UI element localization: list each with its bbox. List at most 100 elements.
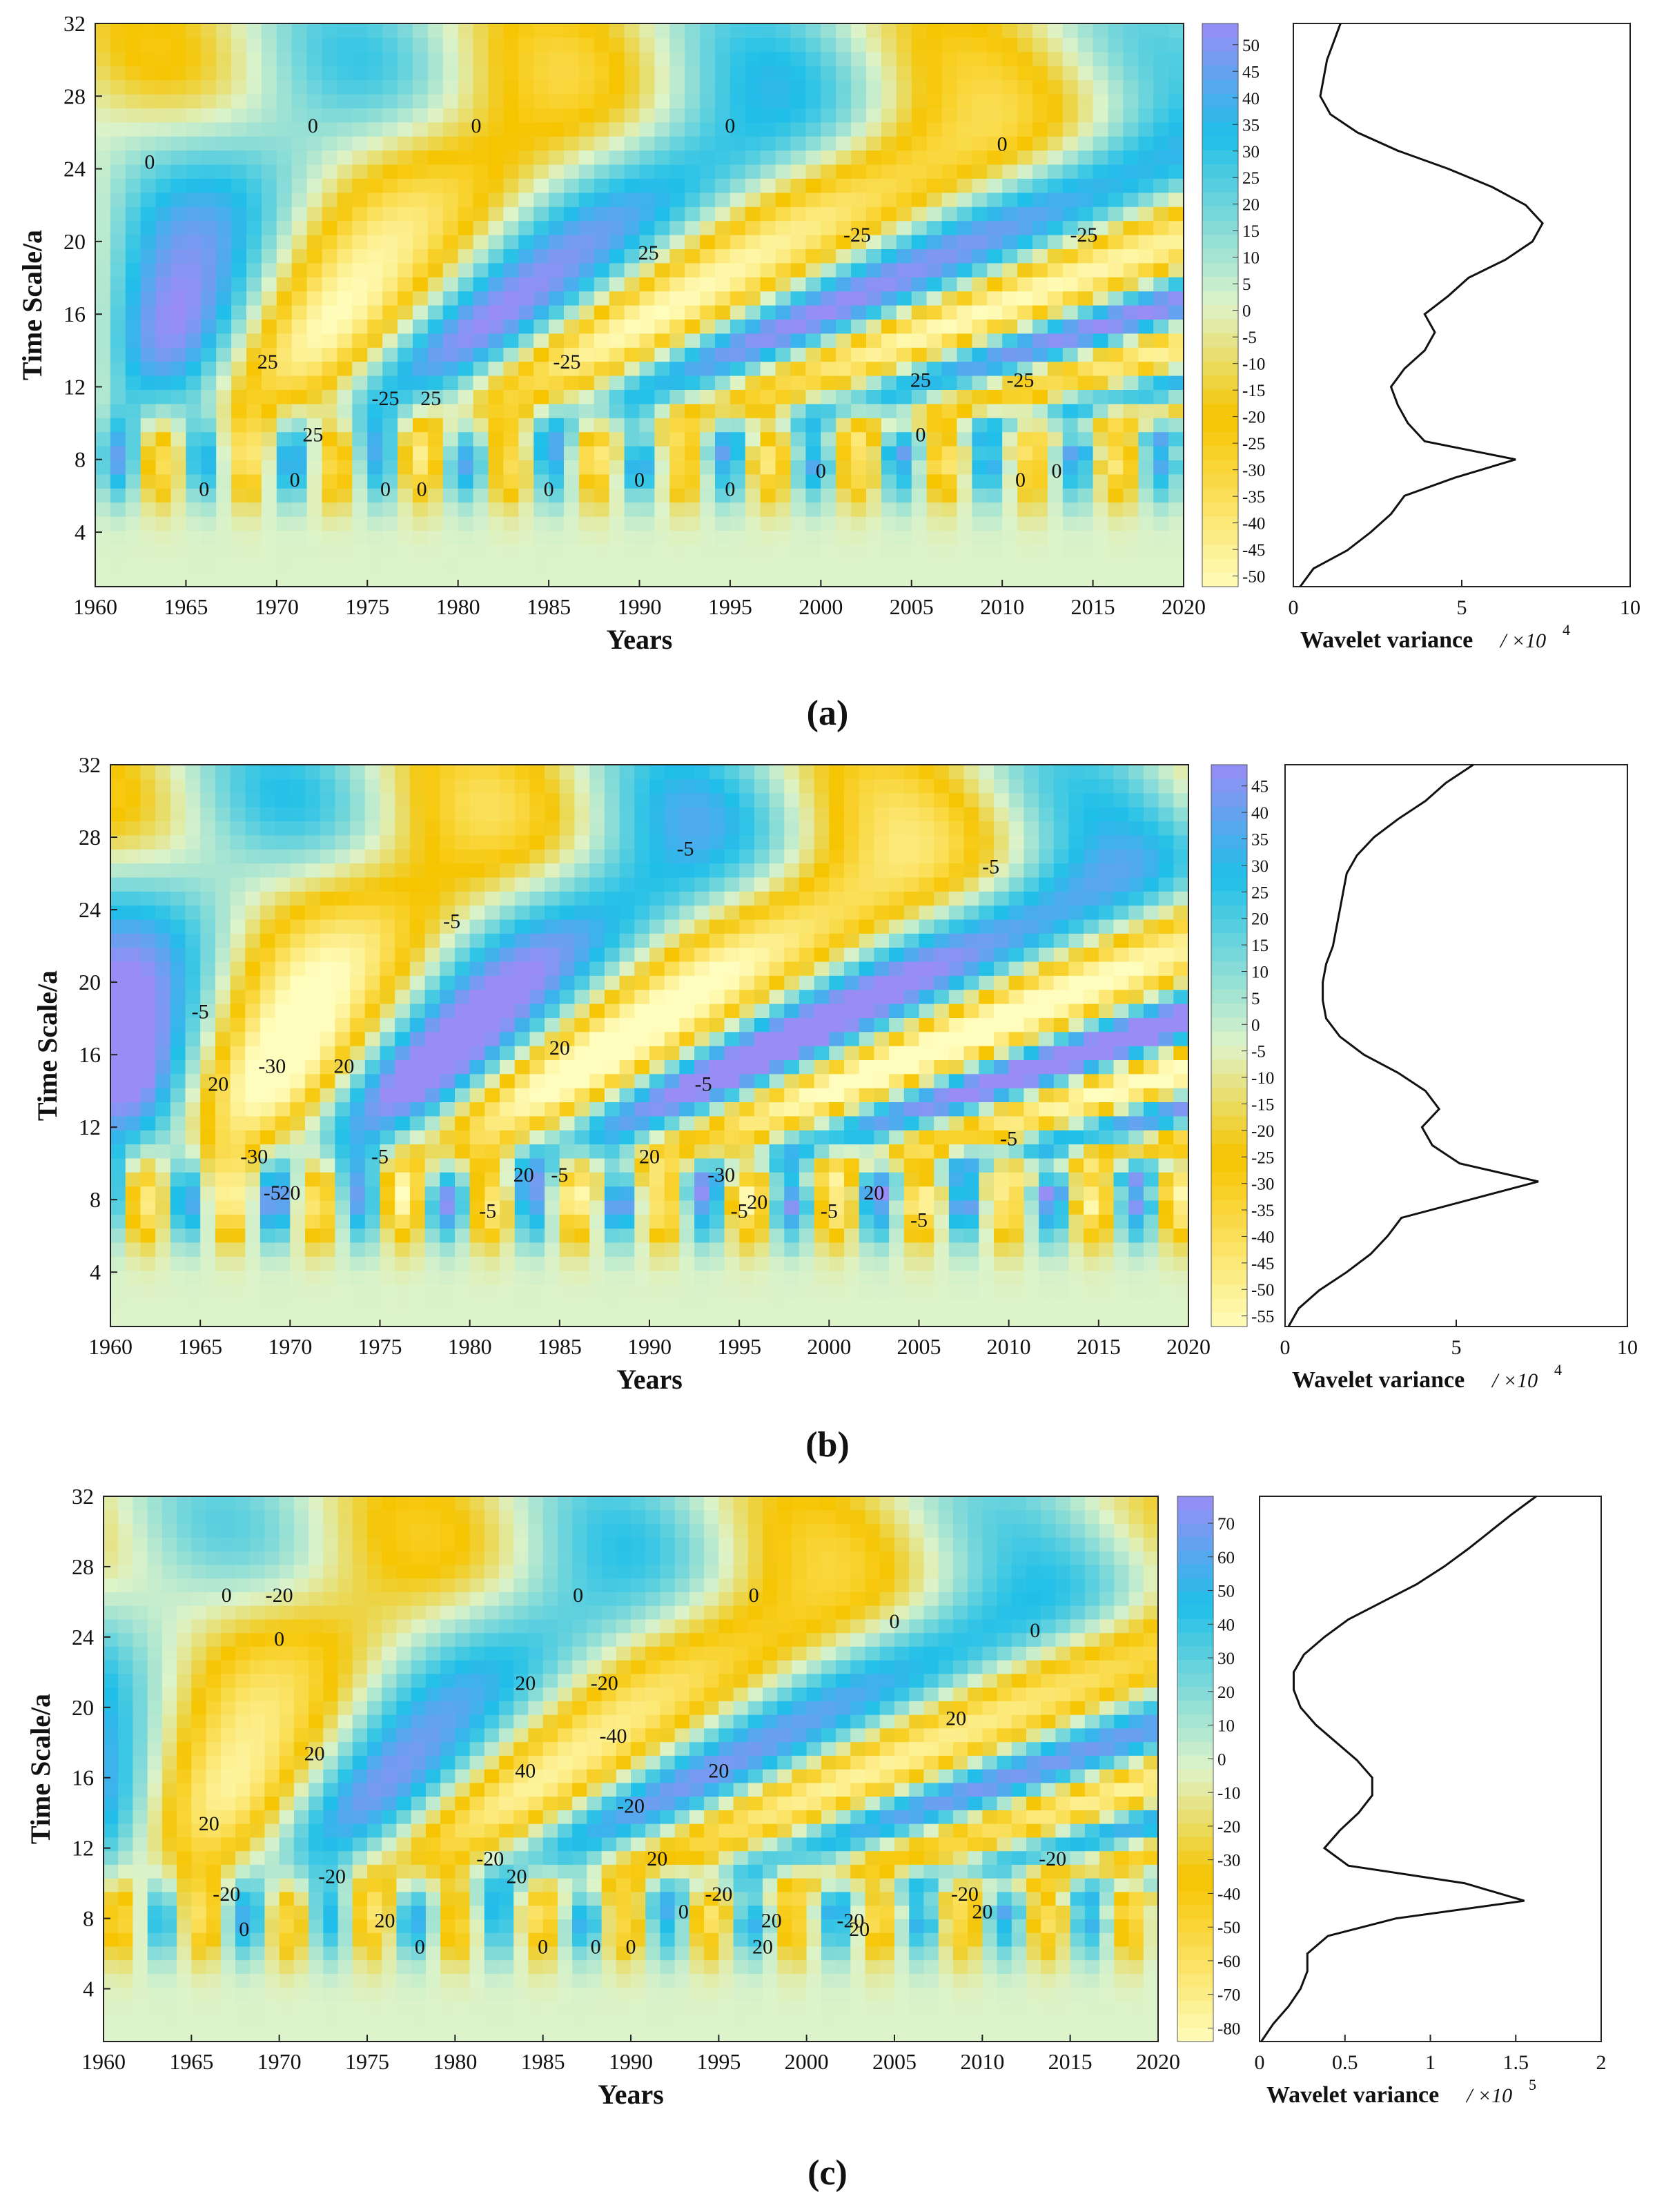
heatmap-cell (790, 502, 806, 517)
heatmap-cell (941, 291, 958, 306)
heatmap-cell (398, 572, 413, 587)
heatmap-cell (578, 418, 595, 433)
heatmap-cell (578, 473, 595, 489)
heatmap-cell (679, 863, 695, 878)
heatmap-cell (230, 1017, 246, 1032)
heatmap-cell (409, 1270, 426, 1285)
heatmap-cell (594, 347, 610, 362)
heatmap-cell (352, 37, 368, 52)
heatmap-cell (1077, 51, 1094, 66)
heatmap-cell (259, 1200, 276, 1215)
heatmap-cell (409, 947, 426, 962)
heatmap-cell (545, 989, 560, 1004)
heatmap-cell (186, 291, 202, 306)
heatmap-cell (685, 403, 701, 418)
heatmap-cell (589, 1017, 605, 1032)
heatmap-cell (679, 1031, 695, 1046)
heatmap-cell (987, 23, 1003, 38)
heatmap-cell (322, 51, 337, 66)
heatmap-cell (322, 108, 337, 123)
heatmap-cell (413, 121, 429, 137)
heatmap-cell (337, 37, 353, 52)
heatmap-cell (987, 333, 1003, 348)
heatmap-cell (760, 192, 776, 207)
heatmap-cell (364, 1256, 381, 1271)
heatmap-cell (669, 418, 685, 433)
heatmap-cell (790, 389, 806, 404)
heatmap-cell (533, 51, 549, 66)
heatmap-cell (424, 1200, 440, 1215)
heatmap-cell (745, 220, 761, 235)
heatmap-cell (155, 291, 172, 306)
heatmap-cell (231, 248, 247, 264)
heatmap-cell (427, 94, 444, 108)
heatmap-cell (634, 1214, 650, 1229)
heatmap-cell (261, 150, 277, 165)
heatmap-cell (395, 1130, 411, 1145)
heatmap-cell (669, 460, 685, 475)
heatmap-cell (352, 333, 368, 348)
heatmap-cell (395, 779, 411, 794)
heatmap-cell (140, 1088, 156, 1102)
heatmap-cell (669, 51, 685, 66)
heatmap-cell (685, 164, 701, 179)
heatmap-cell (799, 792, 815, 808)
heatmap-cell (350, 1284, 366, 1299)
heatmap-cell (424, 961, 440, 976)
heatmap-cell (382, 488, 398, 503)
heatmap-cell (110, 418, 126, 433)
heatmap-cell (911, 403, 928, 418)
heatmap-cell (679, 1130, 695, 1145)
heatmap-cell (170, 164, 186, 179)
heatmap-cell (261, 473, 277, 489)
heatmap-cell (957, 94, 972, 108)
heatmap-cell (679, 1270, 695, 1285)
heatmap-cell (594, 446, 610, 460)
heatmap-cell (469, 989, 485, 1004)
heatmap-cell (1138, 431, 1154, 447)
heatmap-cell (291, 333, 308, 348)
heatmap-cell (941, 516, 958, 531)
heatmap-cell (320, 877, 335, 892)
heatmap-cell (805, 108, 821, 123)
heatmap-cell (851, 460, 867, 475)
heatmap-cell (230, 1073, 246, 1088)
heatmap-cell (911, 305, 928, 320)
heatmap-cell (549, 544, 565, 559)
heatmap-cell (700, 178, 716, 193)
heatmap-cell (739, 1088, 755, 1102)
heatmap-cell (231, 262, 247, 277)
heatmap-cell (564, 51, 580, 66)
heatmap-cell (95, 403, 111, 418)
heatmap-cell (125, 1200, 141, 1215)
heatmap-cell (851, 488, 867, 503)
heatmap-cell (739, 919, 755, 934)
heatmap-cell (805, 488, 821, 503)
heatmap-cell (261, 460, 277, 475)
heatmap-cell (911, 150, 928, 165)
colorbar-segment (1202, 403, 1238, 418)
heatmap-cell (760, 305, 776, 320)
heatmap-cell (1168, 389, 1184, 404)
heatmap-cell (469, 1046, 485, 1060)
heatmap-cell (1093, 319, 1109, 334)
heatmap-cell (1138, 375, 1154, 390)
heatmap-cell (1138, 178, 1154, 193)
heatmap-cell (125, 975, 141, 990)
heatmap-cell (500, 947, 516, 962)
heatmap-cell (941, 79, 958, 95)
heatmap-cell (669, 516, 685, 531)
heatmap-cell (669, 502, 685, 517)
heatmap-cell (469, 1073, 485, 1088)
heatmap-cell (398, 488, 413, 503)
heatmap-cell (972, 530, 988, 545)
heatmap-cell (700, 572, 716, 587)
heatmap-cell (639, 248, 655, 264)
heatmap-cell (829, 1214, 845, 1229)
heatmap-cell (245, 1144, 261, 1159)
heatmap-cell (709, 1144, 725, 1159)
heatmap-cell (305, 1004, 321, 1018)
heatmap-cell (350, 905, 366, 920)
heatmap-cell (769, 1059, 785, 1075)
heatmap-cell (201, 235, 217, 249)
